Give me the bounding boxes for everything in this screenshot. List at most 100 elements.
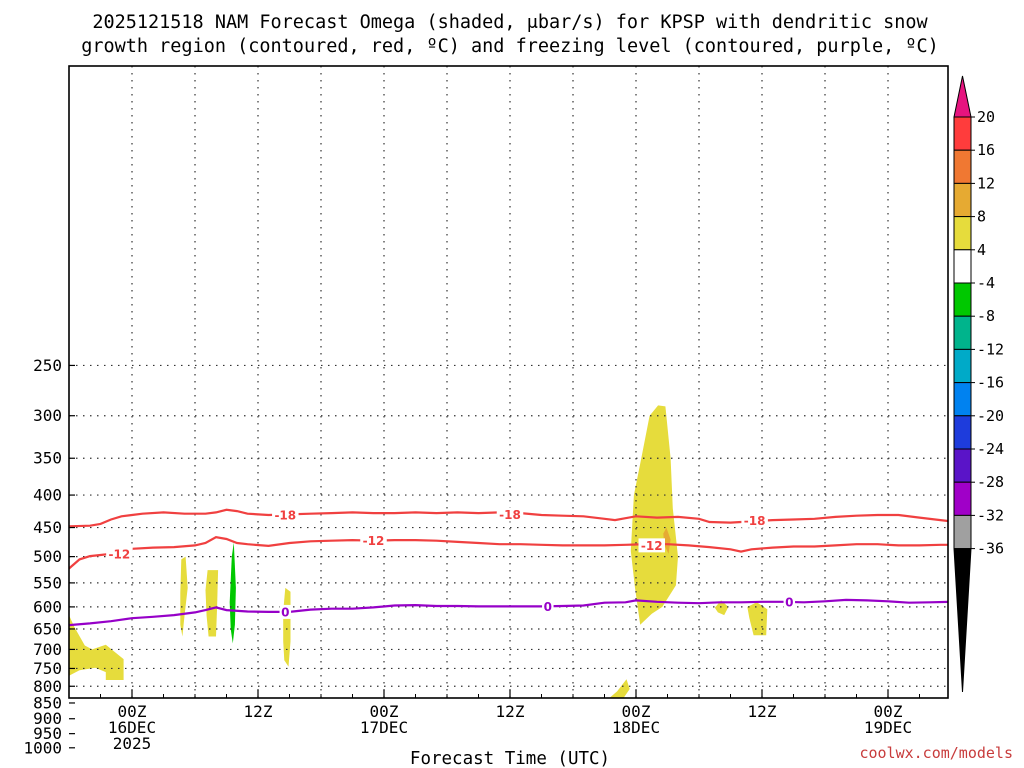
dgz-minus-18-label-2: -18 <box>744 514 766 528</box>
y-tick-label-650: 650 <box>33 619 62 638</box>
colorbar-tick-label-13: -36 <box>977 540 1004 558</box>
plot-area: -18 -18 -18 -12 -12 -12 0 0 0 250 300 350 400 450 500 5… <box>23 65 949 757</box>
colorbar-tick-label-4: 4 <box>977 241 986 259</box>
omega-plus-4-surface-band <box>395 724 721 732</box>
dgz-minus-12-label-bg-0 <box>106 546 133 561</box>
dgz-minus-12-label-bg-1 <box>360 533 387 548</box>
plot-contents: -18 -18 -18 -12 -12 -12 0 0 0 <box>69 66 948 732</box>
x-tick-label-72-1: 19DEC <box>864 718 912 737</box>
dgz-minus-18-label-0: -18 <box>274 509 296 523</box>
colorbar-segment-0 <box>953 116 972 151</box>
y-tick-label-600: 600 <box>33 597 62 616</box>
y-tick-label-350: 350 <box>33 449 62 468</box>
x-tick-label-24-0: 00Z <box>370 702 399 721</box>
chart-title-line-2: growth region (contoured, red, ºC) and f… <box>81 36 939 57</box>
y-tick-label-850: 850 <box>33 693 62 712</box>
x-tick-label-72-0: 00Z <box>874 702 903 721</box>
x-tick-label-48-0: 00Z <box>622 702 651 721</box>
colorbar-tick-label-6: -8 <box>977 307 995 325</box>
freezing-level-0-label-bg-2 <box>783 594 796 609</box>
colorbar-segment-8 <box>953 382 972 417</box>
dgz-minus-18-label-bg-2 <box>741 513 768 528</box>
colorbar-tick-label-5: -4 <box>977 274 995 292</box>
colorbar-tick-label-7: -12 <box>977 340 1004 358</box>
colorbar-tick-label-1: 16 <box>977 141 995 159</box>
omega-plus-4-strip-a <box>180 556 188 637</box>
dgz-minus-18-line <box>69 508 948 528</box>
x-tick-label-60-0: 12Z <box>748 702 777 721</box>
y-tick-label-250: 250 <box>33 356 62 375</box>
colorbar-segment-11 <box>953 481 972 516</box>
freezing-level-0-label-bg-0 <box>279 604 292 619</box>
chart-title-line-1: 2025121518 NAM Forecast Omega (shaded, μ… <box>92 12 928 33</box>
freezing-level-0-label-2: 0 <box>785 595 793 609</box>
y-tick-label-1000: 1000 <box>23 738 62 757</box>
freezing-level-0-label-bg-1 <box>542 599 554 614</box>
omega-minus-4-spot-b <box>799 720 831 726</box>
dgz-minus-12-label-bg-2 <box>638 538 665 553</box>
y-tick-label-700: 700 <box>33 640 62 659</box>
colorbar-segment-7 <box>953 348 972 384</box>
omega-plus-4-low-left <box>69 615 124 680</box>
x-tick-label-36-0: 12Z <box>496 702 525 721</box>
y-tick-label-750: 750 <box>33 659 62 678</box>
dgz-minus-18-label-bg-1 <box>496 507 524 522</box>
dgz-minus-12-label-2: -12 <box>641 539 663 553</box>
y-tick-label-550: 550 <box>33 573 62 592</box>
y-tick-label-800: 800 <box>33 677 62 696</box>
y-tick-label-500: 500 <box>33 547 62 566</box>
x-tick-label-24-1: 17DEC <box>360 718 408 737</box>
omega-plus-4-lower-blob <box>609 679 630 698</box>
x-tick-label-0-1: 16DEC <box>108 718 156 737</box>
omega-plus-4-tower-18dec <box>630 405 678 625</box>
colorbar-tick-label-10: -24 <box>977 440 1004 458</box>
dgz-minus-12-line <box>69 536 948 570</box>
colorbar-tick-label-2: 12 <box>977 174 995 192</box>
x-tick-label-48-1: 18DEC <box>612 718 660 737</box>
freezing-level-0-label-1: 0 <box>544 600 552 614</box>
y-tick-label-400: 400 <box>33 486 62 505</box>
omega-plus-8-core-18dec <box>663 527 671 554</box>
omega-minus-4-vertical-strip <box>229 542 236 644</box>
plot-frame <box>68 65 949 699</box>
colorbar: 20 16 12 8 4 -4 -8 -12 -16 -20 -24 -28 -32 -36 <box>953 75 1004 693</box>
x-tick-label-12-0: 12Z <box>244 702 273 721</box>
omega-plus-4-strip-b <box>205 570 219 637</box>
x-tick-label-0-2: 2025 <box>113 734 152 753</box>
y-tick-label-950: 950 <box>33 724 62 743</box>
colorbar-segment-5 <box>953 282 972 317</box>
omega-plus-4-blob-e <box>747 602 768 636</box>
colorbar-segment-12 <box>953 514 972 550</box>
colorbar-segment-10 <box>953 448 972 483</box>
y-tick-label-450: 450 <box>33 518 62 537</box>
omega-plus-4-strip-c <box>283 587 291 667</box>
colorbar-tick-label-3: 8 <box>977 208 986 226</box>
colorbar-segment-2 <box>953 182 972 218</box>
omega-plus-4-blob-d <box>714 600 729 616</box>
colorbar-tick-label-8: -16 <box>977 374 1004 392</box>
freezing-level-0-label-0: 0 <box>281 605 289 619</box>
dgz-minus-12-label-0: -12 <box>109 547 131 561</box>
omega-minus-4-low-left <box>69 715 94 730</box>
x-axis-label: Forecast Time (UTC) <box>410 749 610 768</box>
colorbar-top-arrow <box>953 75 972 118</box>
colorbar-segment-4 <box>953 249 972 284</box>
dgz-minus-18-label-1: -18 <box>499 508 521 522</box>
colorbar-bottom-arrow <box>953 548 972 693</box>
dgz-minus-12-label-1: -12 <box>363 534 385 548</box>
colorbar-segment-6 <box>953 315 972 350</box>
freezing-level-0-line <box>69 598 948 627</box>
dgz-minus-18-label-bg-0 <box>272 508 299 523</box>
colorbar-tick-label-9: -20 <box>977 407 1004 425</box>
x-tick-label-0-0: 00Z <box>118 702 147 721</box>
source-credit: coolwx.com/models <box>859 744 1013 762</box>
colorbar-tick-label-12: -32 <box>977 506 1004 524</box>
colorbar-segment-1 <box>953 149 972 184</box>
colorbar-segment-3 <box>953 216 972 251</box>
y-tick-label-300: 300 <box>33 406 62 425</box>
colorbar-tick-label-0: 20 <box>977 108 995 126</box>
colorbar-tick-label-11: -28 <box>977 473 1004 491</box>
y-tick-label-900: 900 <box>33 709 62 728</box>
colorbar-segment-9 <box>953 415 972 450</box>
